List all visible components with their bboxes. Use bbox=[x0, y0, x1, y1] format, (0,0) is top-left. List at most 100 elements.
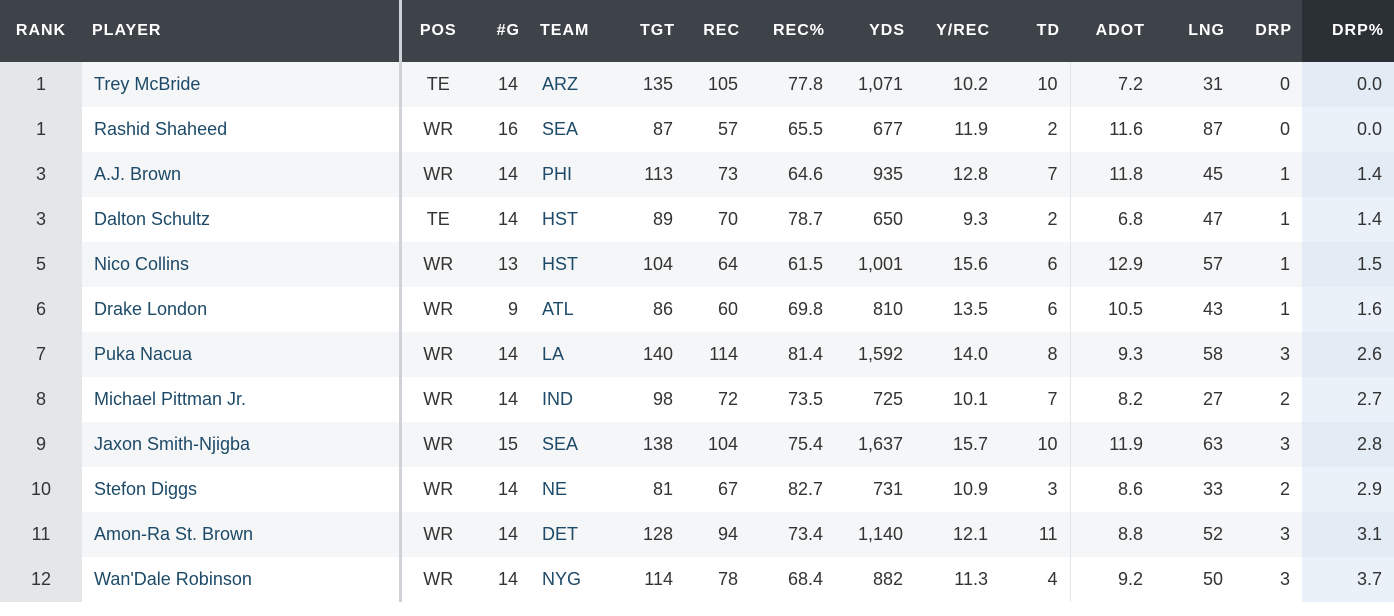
cell: 14 bbox=[475, 557, 530, 602]
cell: 10 bbox=[1000, 62, 1071, 107]
cell: 11.6 bbox=[1070, 107, 1155, 152]
player-link[interactable]: Drake London bbox=[82, 287, 402, 332]
cell: 87 bbox=[615, 107, 685, 152]
cell: 14 bbox=[475, 62, 530, 107]
team-link[interactable]: PHI bbox=[530, 152, 615, 197]
cell: 7 bbox=[0, 332, 82, 377]
column-header[interactable]: POS bbox=[400, 0, 475, 62]
cell: 16 bbox=[475, 107, 530, 152]
cell: 6.8 bbox=[1070, 197, 1155, 242]
team-link[interactable]: NYG bbox=[530, 557, 615, 602]
cell: 58 bbox=[1155, 332, 1235, 377]
column-header[interactable]: Y/REC bbox=[915, 0, 1000, 62]
team-link[interactable]: HST bbox=[530, 197, 615, 242]
cell: 882 bbox=[835, 557, 915, 602]
player-link[interactable]: Amon-Ra St. Brown bbox=[82, 512, 402, 557]
team-link[interactable]: SEA bbox=[530, 107, 615, 152]
cell: 114 bbox=[615, 557, 685, 602]
cell: 114 bbox=[685, 332, 750, 377]
cell: 1.4 bbox=[1302, 197, 1394, 242]
player-link[interactable]: Jaxon Smith-Njigba bbox=[82, 422, 402, 467]
cell: 15.7 bbox=[915, 422, 1000, 467]
column-header[interactable]: #G bbox=[475, 0, 530, 62]
header-row: RANK PLAYER POS #G TEAM TGT REC REC% YDS Y/REC TD A… bbox=[0, 0, 1394, 62]
player-row: 7 Puka Nacua WR 14 LA 140 114 81.4 1,592 14.0 8 9.3… bbox=[0, 332, 1394, 377]
cell: 82.7 bbox=[750, 467, 835, 512]
cell: 1 bbox=[0, 62, 82, 107]
cell: 6 bbox=[0, 287, 82, 332]
team-link[interactable]: LA bbox=[530, 332, 615, 377]
team-link[interactable]: DET bbox=[530, 512, 615, 557]
cell: 9 bbox=[475, 287, 530, 332]
player-link[interactable]: Michael Pittman Jr. bbox=[82, 377, 402, 422]
column-header[interactable]: REC bbox=[685, 0, 750, 62]
cell: 98 bbox=[615, 377, 685, 422]
column-header[interactable]: YDS bbox=[835, 0, 915, 62]
team-link[interactable]: ARZ bbox=[530, 62, 615, 107]
player-link[interactable]: Stefon Diggs bbox=[82, 467, 402, 512]
cell: 135 bbox=[615, 62, 685, 107]
cell: 1,592 bbox=[835, 332, 915, 377]
cell: 935 bbox=[835, 152, 915, 197]
column-header[interactable]: DRP% bbox=[1302, 0, 1394, 62]
cell: 13 bbox=[475, 242, 530, 287]
column-header[interactable]: ADOT bbox=[1070, 0, 1155, 62]
cell: WR bbox=[400, 557, 475, 602]
cell: WR bbox=[400, 242, 475, 287]
cell: 731 bbox=[835, 467, 915, 512]
player-link[interactable]: Puka Nacua bbox=[82, 332, 402, 377]
cell: 650 bbox=[835, 197, 915, 242]
player-link[interactable]: Nico Collins bbox=[82, 242, 402, 287]
cell: 1,637 bbox=[835, 422, 915, 467]
cell: 69.8 bbox=[750, 287, 835, 332]
column-header[interactable]: LNG bbox=[1155, 0, 1235, 62]
cell: 10.9 bbox=[915, 467, 1000, 512]
cell: 4 bbox=[1000, 557, 1071, 602]
cell: WR bbox=[400, 377, 475, 422]
cell: 73.4 bbox=[750, 512, 835, 557]
column-header[interactable]: TD bbox=[1000, 0, 1070, 62]
cell: 1.6 bbox=[1302, 287, 1394, 332]
cell: 3 bbox=[1235, 512, 1302, 557]
column-header[interactable]: TGT bbox=[615, 0, 685, 62]
cell: 9.2 bbox=[1070, 557, 1155, 602]
column-header[interactable]: TEAM bbox=[530, 0, 615, 62]
column-header[interactable]: REC% bbox=[750, 0, 835, 62]
cell: 10.5 bbox=[1070, 287, 1155, 332]
cell: 1 bbox=[1235, 197, 1302, 242]
cell: 12.9 bbox=[1070, 242, 1155, 287]
team-link[interactable]: HST bbox=[530, 242, 615, 287]
cell: 81.4 bbox=[750, 332, 835, 377]
cell: 94 bbox=[685, 512, 750, 557]
cell: 2.9 bbox=[1302, 467, 1394, 512]
cell: 27 bbox=[1155, 377, 1235, 422]
player-link[interactable]: Dalton Schultz bbox=[82, 197, 402, 242]
cell: 3 bbox=[1235, 332, 1302, 377]
column-header[interactable]: DRP bbox=[1235, 0, 1302, 62]
team-link[interactable]: ATL bbox=[530, 287, 615, 332]
column-header[interactable]: RANK bbox=[0, 0, 82, 62]
cell: 810 bbox=[835, 287, 915, 332]
player-link[interactable]: Trey McBride bbox=[82, 62, 402, 107]
cell: 6 bbox=[1000, 287, 1071, 332]
cell: 8.2 bbox=[1070, 377, 1155, 422]
team-link[interactable]: SEA bbox=[530, 422, 615, 467]
stats-table: RANK PLAYER POS #G TEAM TGT REC REC% YDS Y/REC TD A… bbox=[0, 0, 1394, 602]
cell: 113 bbox=[615, 152, 685, 197]
cell: 13.5 bbox=[915, 287, 1000, 332]
cell: 3 bbox=[1000, 467, 1071, 512]
cell: 2 bbox=[1235, 377, 1302, 422]
cell: 86 bbox=[615, 287, 685, 332]
team-link[interactable]: NE bbox=[530, 467, 615, 512]
player-link[interactable]: Wan'Dale Robinson bbox=[82, 557, 402, 602]
player-link[interactable]: A.J. Brown bbox=[82, 152, 402, 197]
player-link[interactable]: Rashid Shaheed bbox=[82, 107, 402, 152]
cell: 14.0 bbox=[915, 332, 1000, 377]
team-link[interactable]: IND bbox=[530, 377, 615, 422]
column-header[interactable]: PLAYER bbox=[82, 0, 402, 62]
cell: 12.8 bbox=[915, 152, 1000, 197]
cell: WR bbox=[400, 107, 475, 152]
cell: 6 bbox=[1000, 242, 1071, 287]
cell: 1 bbox=[1235, 242, 1302, 287]
cell: 14 bbox=[475, 332, 530, 377]
